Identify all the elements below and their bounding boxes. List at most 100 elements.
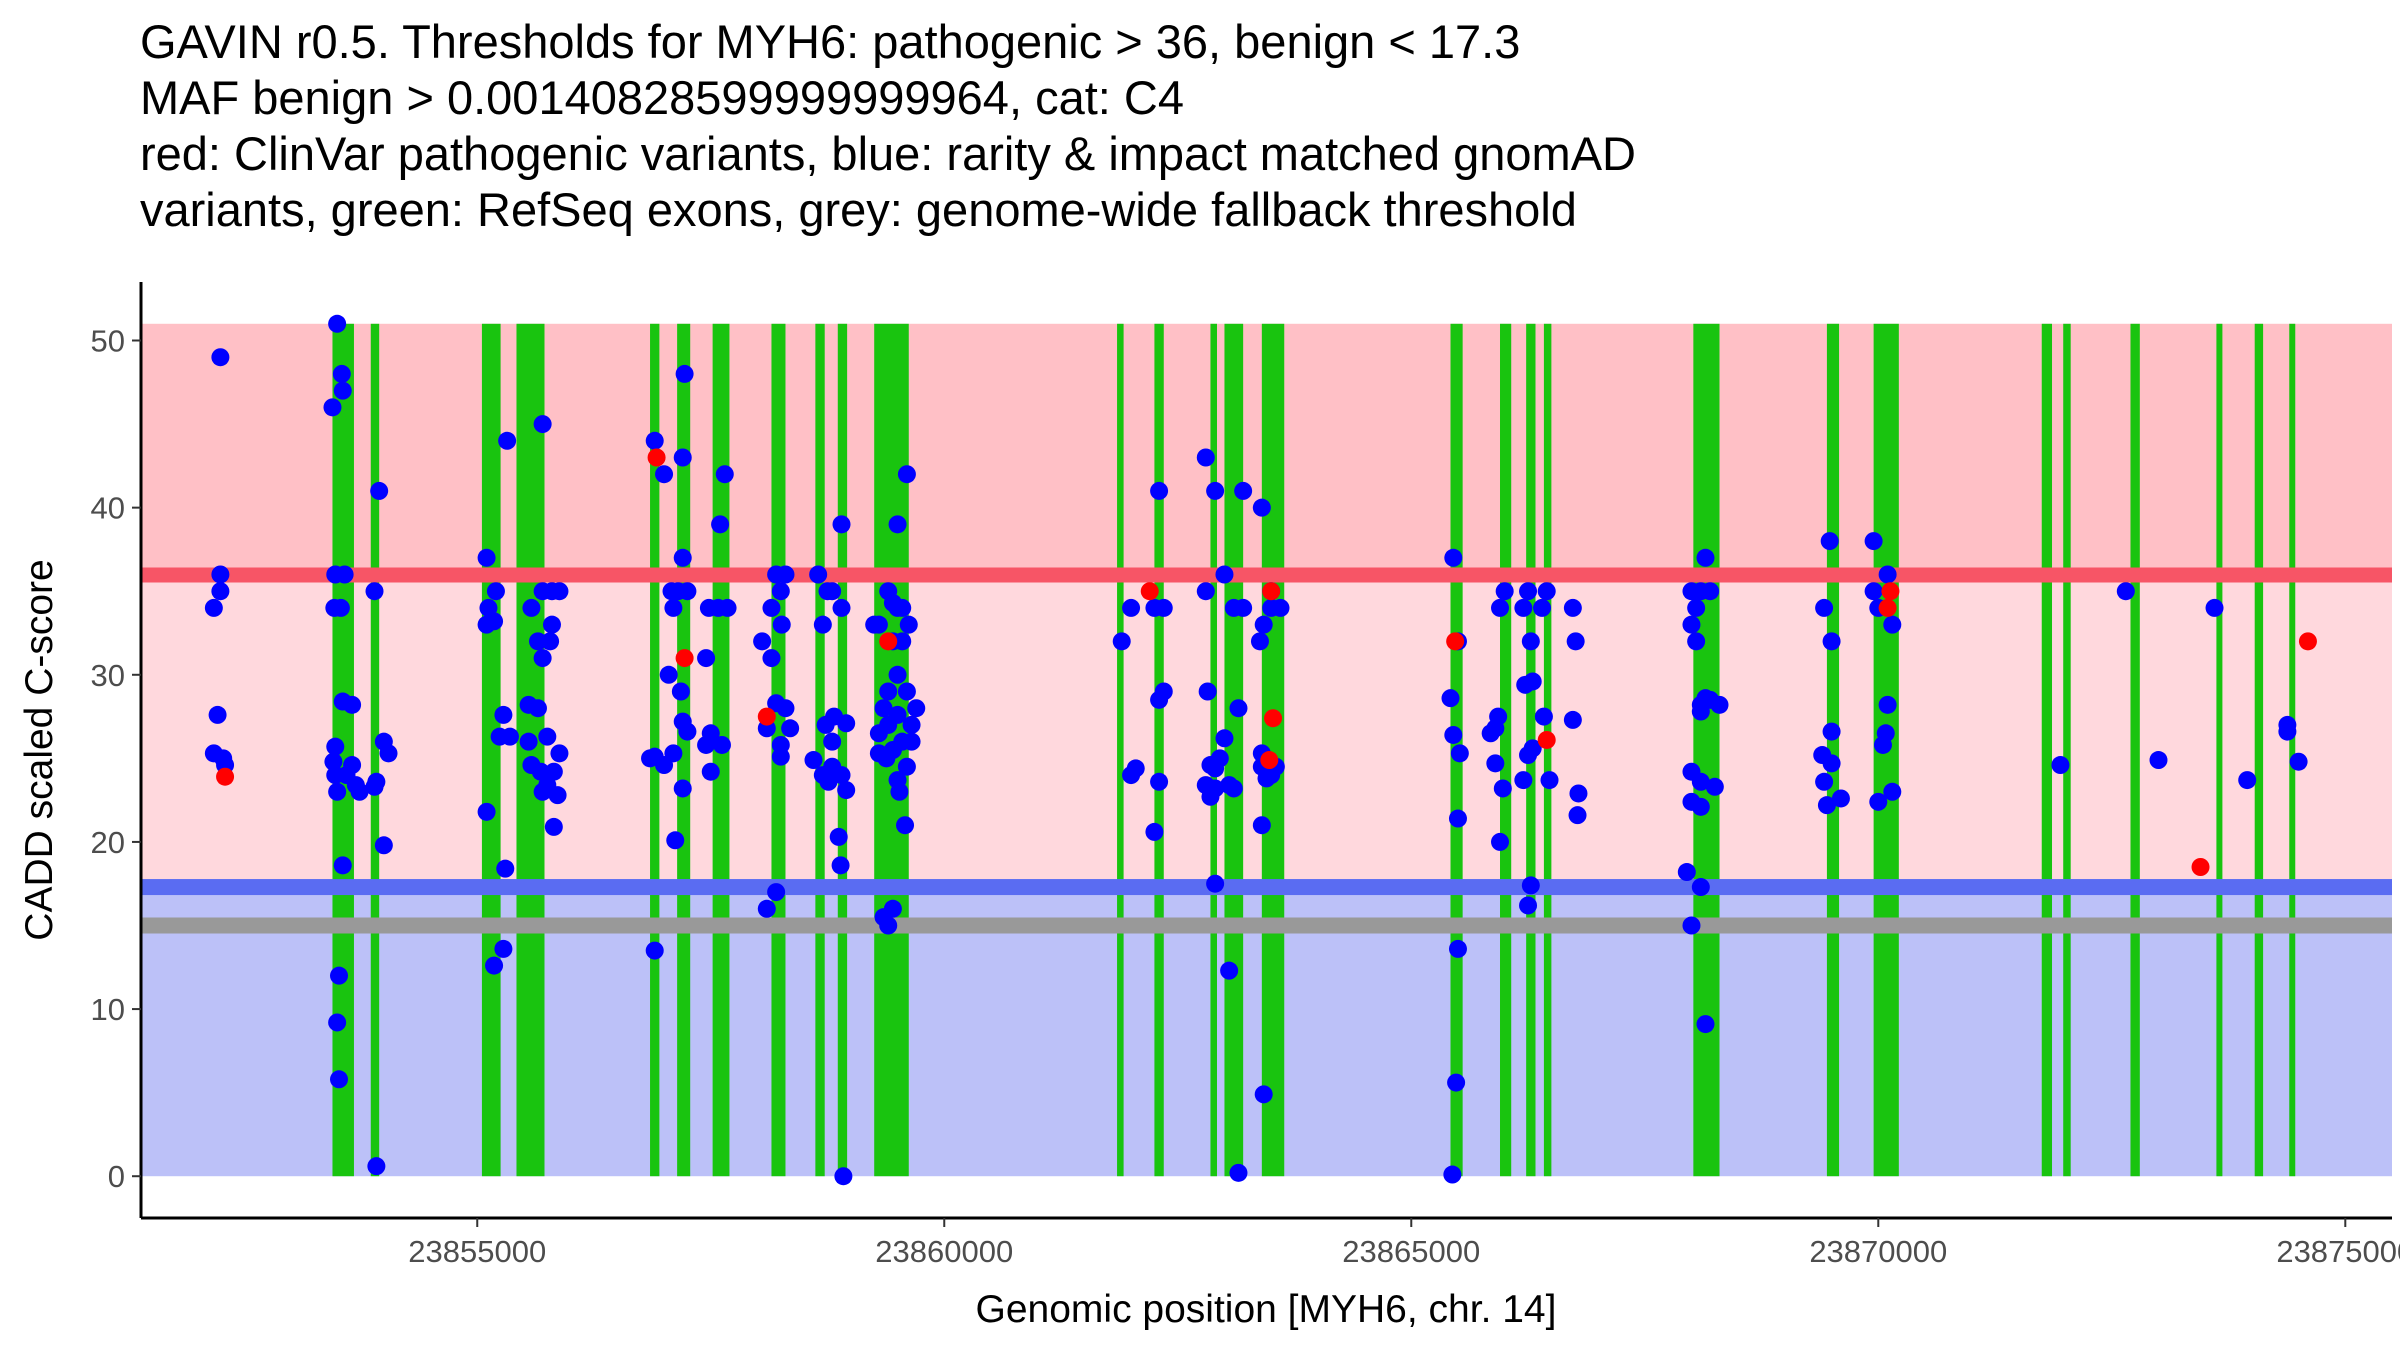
gnomad-point: [494, 705, 513, 724]
gnomad-point: [1519, 896, 1538, 915]
gnomad-point: [494, 939, 513, 958]
axes: [139, 282, 2392, 1220]
exon-band: [2254, 323, 2264, 1177]
gnomad-point: [1224, 779, 1243, 798]
gnomad-point: [496, 859, 515, 878]
gnomad-point: [1687, 632, 1706, 651]
variant-points: [204, 314, 2317, 1186]
gnomad-point: [2289, 752, 2308, 771]
gnomad-point: [1206, 759, 1225, 778]
gnomad-point: [1883, 782, 1902, 801]
gnomad-point: [541, 632, 560, 651]
gnomad-point: [1486, 754, 1505, 773]
gnomad-point: [1691, 772, 1710, 791]
gnomad-point: [701, 762, 720, 781]
exon-band: [2063, 323, 2071, 1177]
gnomad-point: [831, 856, 850, 875]
gnomad-point: [1234, 481, 1253, 500]
gnomad-point: [762, 598, 781, 617]
gnomad-point: [330, 966, 349, 985]
title-line-1: GAVIN r0.5. Thresholds for MYH6: pathoge…: [140, 15, 1521, 68]
gnomad-point: [1154, 598, 1173, 617]
gnomad-point: [837, 714, 856, 733]
gnomad-point: [899, 615, 918, 634]
gnomad-point: [771, 582, 790, 601]
gnomad-point: [1122, 766, 1141, 785]
gnomad-point: [1450, 744, 1469, 763]
gnomad-point: [323, 398, 342, 417]
gnomad-point: [1150, 690, 1169, 709]
gnomad-point: [1514, 771, 1533, 790]
gnomad-point: [1869, 792, 1888, 811]
gnomad-point: [485, 956, 504, 975]
gnomad-point: [675, 364, 694, 383]
gnomad-point: [500, 727, 519, 746]
gnomad-point: [1540, 771, 1559, 790]
gnomad-point: [896, 816, 915, 835]
gnomad-point: [477, 548, 496, 567]
gnomad-point: [550, 744, 569, 763]
gnomad-point: [1696, 1015, 1715, 1034]
gnomad-point: [538, 727, 557, 746]
gnomad-point: [365, 582, 384, 601]
gnomad-point: [659, 665, 678, 684]
gnomad-point: [893, 632, 912, 651]
gnomad-point: [1491, 598, 1510, 617]
gnomad-point: [1822, 632, 1841, 651]
gnomad-point: [2278, 722, 2297, 741]
y-tick-label: 10: [91, 992, 125, 1027]
gnomad-point: [1820, 532, 1839, 551]
gnomad-point: [1864, 532, 1883, 551]
gnomad-point: [1677, 863, 1696, 882]
gnomad-point: [1145, 822, 1164, 841]
gnomad-point: [1691, 797, 1710, 816]
fallback-threshold-line: [141, 917, 2392, 934]
gnomad-point: [1563, 710, 1582, 729]
exon-band: [2041, 323, 2053, 1177]
gnomad-point: [678, 722, 697, 741]
gnomad-point: [834, 1167, 853, 1186]
exon-band: [2130, 323, 2140, 1177]
gnomad-point: [542, 615, 561, 634]
gnomad-point: [1534, 707, 1553, 726]
gnomad-point: [1444, 548, 1463, 567]
gnomad-point: [897, 465, 916, 484]
gnomad-point: [829, 827, 848, 846]
gnomad-point: [1817, 796, 1836, 815]
gnomad-point: [781, 719, 800, 738]
gnomad-point: [1254, 1085, 1273, 1104]
gnomad-point: [890, 782, 909, 801]
gnomad-point: [2051, 756, 2070, 775]
gnomad-point: [1229, 1163, 1248, 1182]
y-tick-label: 40: [91, 491, 125, 526]
gnomad-point: [1822, 722, 1841, 741]
gnomad-point: [902, 732, 921, 751]
gnomad-point: [832, 598, 851, 617]
gnomad-point: [1201, 787, 1220, 806]
gnomad-point: [1883, 615, 1902, 634]
y-tick-label: 0: [108, 1159, 125, 1194]
gnomad-point: [333, 381, 352, 400]
clinvar-point: [647, 448, 666, 467]
exon-band: [2216, 323, 2223, 1177]
gnomad-point: [804, 751, 823, 770]
gnomad-point: [757, 899, 776, 918]
gnomad-point: [776, 699, 795, 718]
gnomad-point: [1566, 632, 1585, 651]
gnomad-point: [897, 757, 916, 776]
exon-band: [677, 323, 691, 1177]
gnomad-point: [2205, 598, 2224, 617]
gnomad-point: [1229, 699, 1248, 718]
x-tick-label: 23870000: [1809, 1234, 1947, 1269]
exon-band: [1154, 323, 1164, 1177]
pathogenic-threshold-line: [141, 567, 2392, 583]
gnomad-point: [664, 744, 683, 763]
gnomad-point: [762, 649, 781, 668]
gnomad-point: [1873, 735, 1892, 754]
gnomad-point: [1523, 739, 1542, 758]
gnomad-point: [645, 941, 664, 960]
gnomad-point: [550, 582, 569, 601]
gnomad-point: [1271, 598, 1290, 617]
gnomad-point: [711, 515, 730, 534]
